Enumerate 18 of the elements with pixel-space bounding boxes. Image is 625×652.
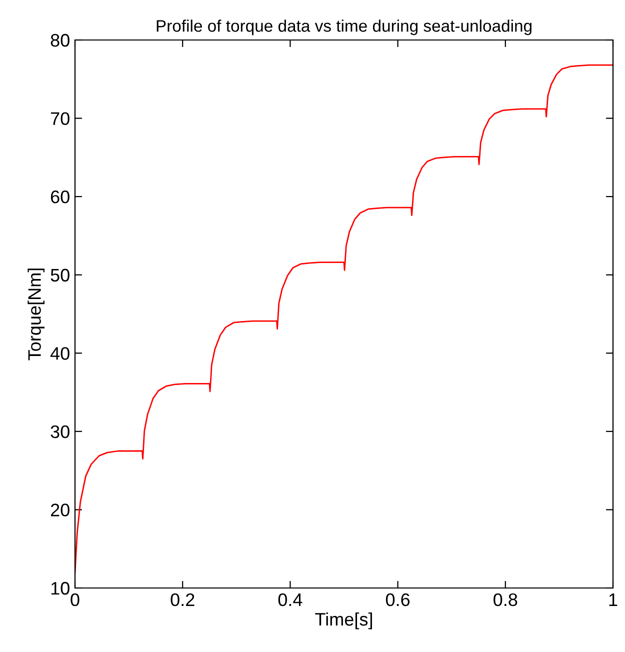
y-tick-label: 10: [51, 582, 70, 595]
x-axis-title: Time[s]: [315, 612, 372, 630]
y-tick-label: 60: [50, 190, 70, 204]
y-tick-label: 80: [50, 34, 70, 47]
y-tick-label: 20: [50, 504, 70, 516]
x-tick-label: 0.8: [494, 593, 518, 606]
y-tick-label: 40: [50, 347, 70, 360]
y-tick-label: 50: [50, 268, 70, 282]
y-tick-label: 30: [50, 425, 70, 438]
chart-title: Profile of torque data vs time during seat-unloading: [156, 20, 532, 36]
line-series: [75, 64, 613, 574]
x-tick-label: 1: [609, 594, 618, 606]
x-tick-label: 0.6: [386, 593, 410, 606]
y-tick-label: 70: [50, 112, 70, 126]
x-tick-label: 0.2: [170, 593, 194, 606]
x-tick-label: 0.4: [278, 593, 302, 606]
x-tick-label: 0: [70, 593, 80, 606]
y-axis-title: Torque[Nm]: [28, 268, 44, 360]
